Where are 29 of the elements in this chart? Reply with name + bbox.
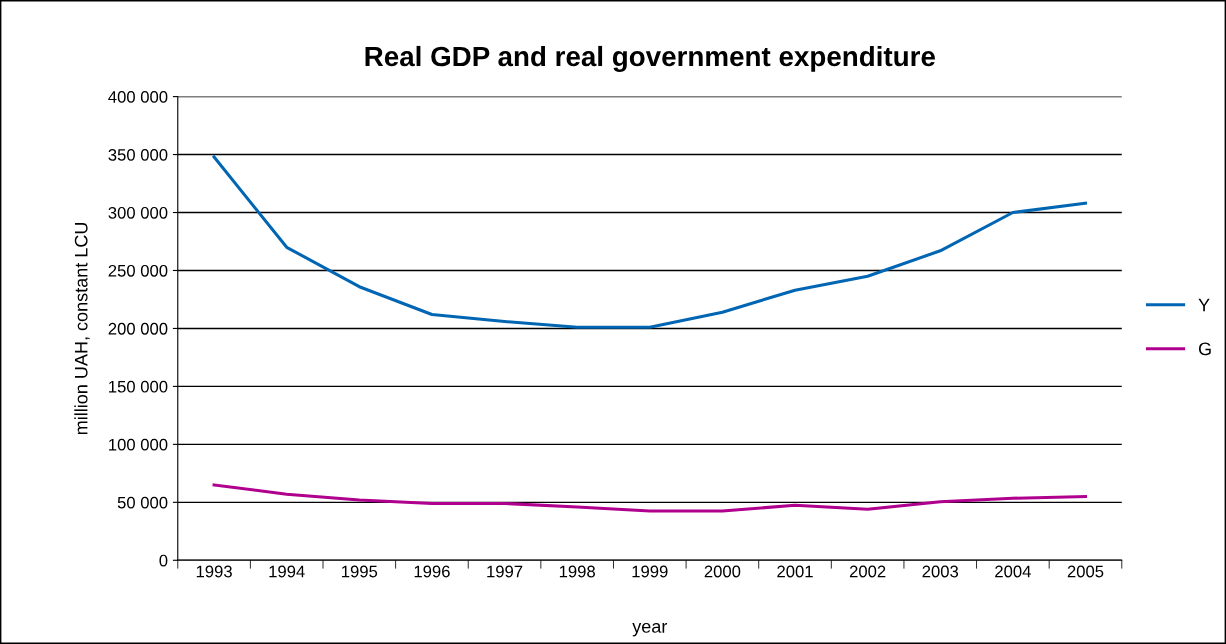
x-tick-label: 1995 <box>342 565 378 578</box>
x-tick-label: 1993 <box>196 565 232 578</box>
line-series <box>212 155 1088 329</box>
line-series <box>212 483 1088 513</box>
y-tick-label: 300 000 <box>108 206 168 219</box>
y-tick-label: 200 000 <box>108 322 168 335</box>
x-tick-label: 2004 <box>995 565 1031 578</box>
x-tick-label: 2000 <box>704 565 741 578</box>
y-tick-label: 150 000 <box>109 380 168 393</box>
y-tick-label: 400 000 <box>108 91 168 103</box>
x-tick-label: 1999 <box>632 565 668 578</box>
legend-label: G <box>1198 342 1211 356</box>
y-tick-label: 0 <box>159 554 168 567</box>
y-tick-label: 50 000 <box>117 496 168 509</box>
x-axis-title: year <box>632 622 668 637</box>
legend-label: Y <box>1198 298 1210 312</box>
y-tick-label: 100 000 <box>109 438 168 451</box>
x-tick-label: 2001 <box>777 565 813 578</box>
y-tick-label: 350 000 <box>108 148 168 161</box>
y-tick-label: 250 000 <box>108 264 168 277</box>
x-tick-label: 2003 <box>922 565 959 578</box>
x-tick-label: 2002 <box>849 565 886 578</box>
x-tick-label: 1997 <box>487 565 523 578</box>
chart-title: Real GDP and real government expenditure <box>365 45 935 72</box>
y-axis-title: million UAH, constant LCU <box>74 222 90 435</box>
x-tick-label: 1994 <box>269 565 305 578</box>
x-tick-label: 2005 <box>1067 565 1104 578</box>
x-tick-label: 1998 <box>559 565 595 578</box>
x-tick-label: 1996 <box>414 565 450 578</box>
